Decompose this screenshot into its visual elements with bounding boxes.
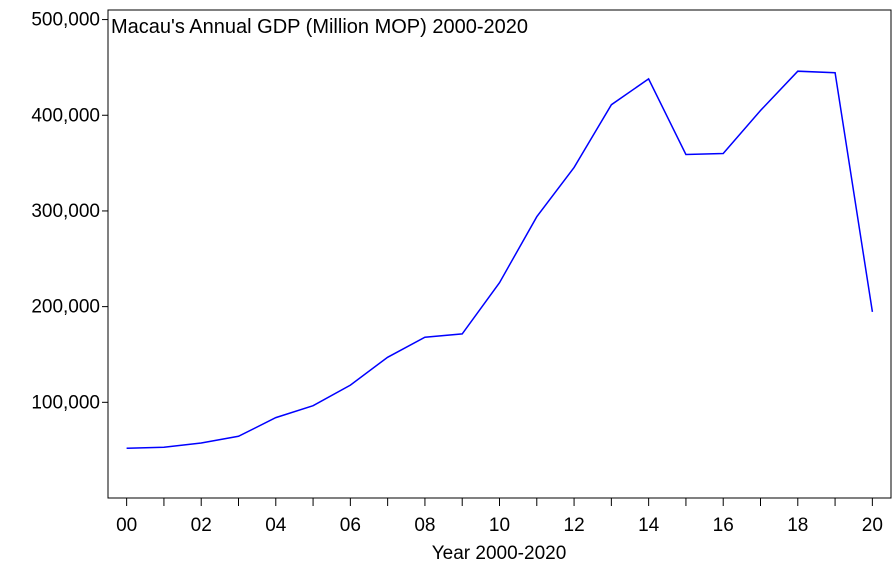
x-tick-label: 18 [787,515,808,536]
x-axis: 00 02 04 06 08 10 12 14 16 18 20 [116,498,883,536]
y-tick-label: 100,000 [31,392,100,413]
x-tick-label: 02 [191,515,212,536]
x-tick-label: 16 [713,515,734,536]
x-tick-label: 04 [265,515,287,536]
x-tick-label: 12 [564,515,585,536]
x-tick-label: 08 [414,515,435,536]
y-tick-label: 200,000 [31,297,100,318]
series-line [126,70,874,449]
y-tick-label: 500,000 [31,10,100,31]
x-axis-label: Year 2000-2020 [432,543,567,564]
x-tick-label: 06 [340,515,361,536]
x-tick-label: 00 [116,515,137,536]
plot-frame [107,9,892,499]
x-tick-label: 10 [489,515,510,536]
y-tick-label: 300,000 [31,201,100,222]
y-tick-label: 400,000 [31,105,100,126]
x-tick-label: 14 [638,515,660,536]
chart-title: Macau's Annual GDP (Million MOP) 2000-20… [111,16,528,38]
x-tick-label: 20 [862,515,883,536]
y-axis: 100,000 200,000 300,000 400,000 500,000 [31,10,108,413]
